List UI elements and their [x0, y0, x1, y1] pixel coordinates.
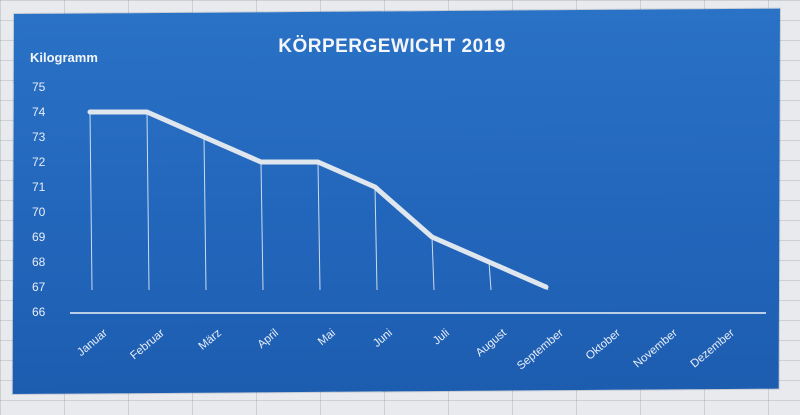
series-line	[87, 109, 549, 290]
y-tick-label: 68	[32, 255, 46, 269]
drop-line	[488, 261, 492, 291]
x-tick-label: Januar	[75, 327, 110, 359]
drop-line	[374, 186, 378, 291]
y-tick-label: 67	[32, 280, 46, 294]
data-point	[201, 134, 207, 140]
series-layer	[87, 109, 549, 290]
chart-title: KÖRPERGEWICHT 2019	[278, 36, 506, 57]
x-tick-label: Oktober	[584, 327, 623, 363]
x-tick-label: Mai	[316, 327, 338, 348]
x-tick-label: Juli	[431, 327, 452, 347]
x-tick-label: März	[197, 327, 224, 353]
x-tick-label: August	[474, 327, 510, 360]
drop-line	[431, 236, 435, 291]
x-tick-label: Juni	[371, 327, 395, 350]
x-tick-label: November	[632, 327, 680, 370]
x-tick-label: Februar	[128, 327, 167, 362]
drop-line	[146, 111, 150, 291]
data-point	[429, 234, 435, 240]
data-point	[315, 159, 321, 165]
y-axis-ticks: 66 67 68 69 70 71 72 73 74 75	[32, 80, 46, 319]
y-tick-label: 70	[32, 205, 46, 219]
y-tick-label: 74	[32, 105, 46, 119]
data-point	[144, 109, 150, 115]
y-tick-label: 72	[32, 155, 46, 169]
x-tick-label: April	[256, 327, 281, 351]
x-axis-ticks: Januar Februar März April Mai Juni Juli August S…	[75, 327, 737, 373]
drop-lines	[89, 111, 549, 291]
drop-line	[317, 161, 321, 291]
x-tick-label: September	[515, 327, 566, 372]
drop-line	[203, 136, 207, 291]
data-point	[87, 109, 93, 115]
y-tick-label: 66	[32, 305, 46, 319]
y-tick-label: 75	[32, 80, 46, 94]
y-tick-label: 73	[32, 130, 46, 144]
y-tick-label: 69	[32, 230, 46, 244]
y-axis-label: Kilogramm	[30, 50, 98, 65]
data-point	[372, 184, 378, 190]
data-point	[486, 259, 492, 265]
y-tick-label: 71	[32, 180, 46, 194]
data-point	[543, 284, 549, 290]
data-point	[258, 159, 264, 165]
drop-line	[89, 111, 93, 291]
drop-line	[260, 161, 264, 291]
x-tick-label: Dezember	[689, 327, 737, 370]
